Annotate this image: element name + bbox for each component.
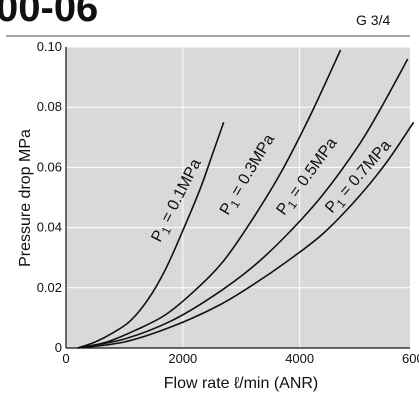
series-line-1 <box>77 49 342 349</box>
x-tick-label: 0 <box>62 351 69 366</box>
series-line-0 <box>77 121 225 349</box>
y-tick-label: 0 <box>55 340 62 355</box>
x-tick-label: 2000 <box>168 351 197 366</box>
y-tick-label: 0.10 <box>37 39 62 54</box>
tick-labels: 0 0.02 0.04 0.06 0.08 0.10 0 2000 4000 6000 <box>37 39 419 366</box>
y-tick-label: 0.02 <box>37 280 62 295</box>
page-title: 00-06 <box>0 0 99 30</box>
series-line-2 <box>77 58 409 349</box>
plot-area <box>66 47 410 348</box>
axes <box>6 35 410 349</box>
x-axis-label: Flow rate ℓ/min (ANR) <box>164 375 319 392</box>
y-tick-label: 0.04 <box>37 220 62 235</box>
y-tick-label: 0.08 <box>37 99 62 114</box>
chart-subtitle: G 3/4 <box>356 12 390 28</box>
plot-background <box>66 47 410 348</box>
grid-lines <box>66 46 417 348</box>
x-tick-label: 6000 <box>402 351 419 366</box>
curves <box>77 49 415 349</box>
series-line-3 <box>77 121 415 349</box>
x-tick-label: 4000 <box>285 351 314 366</box>
y-tick-label: 0.06 <box>37 159 62 174</box>
y-axis-label: Pressure drop MPa <box>17 129 34 267</box>
